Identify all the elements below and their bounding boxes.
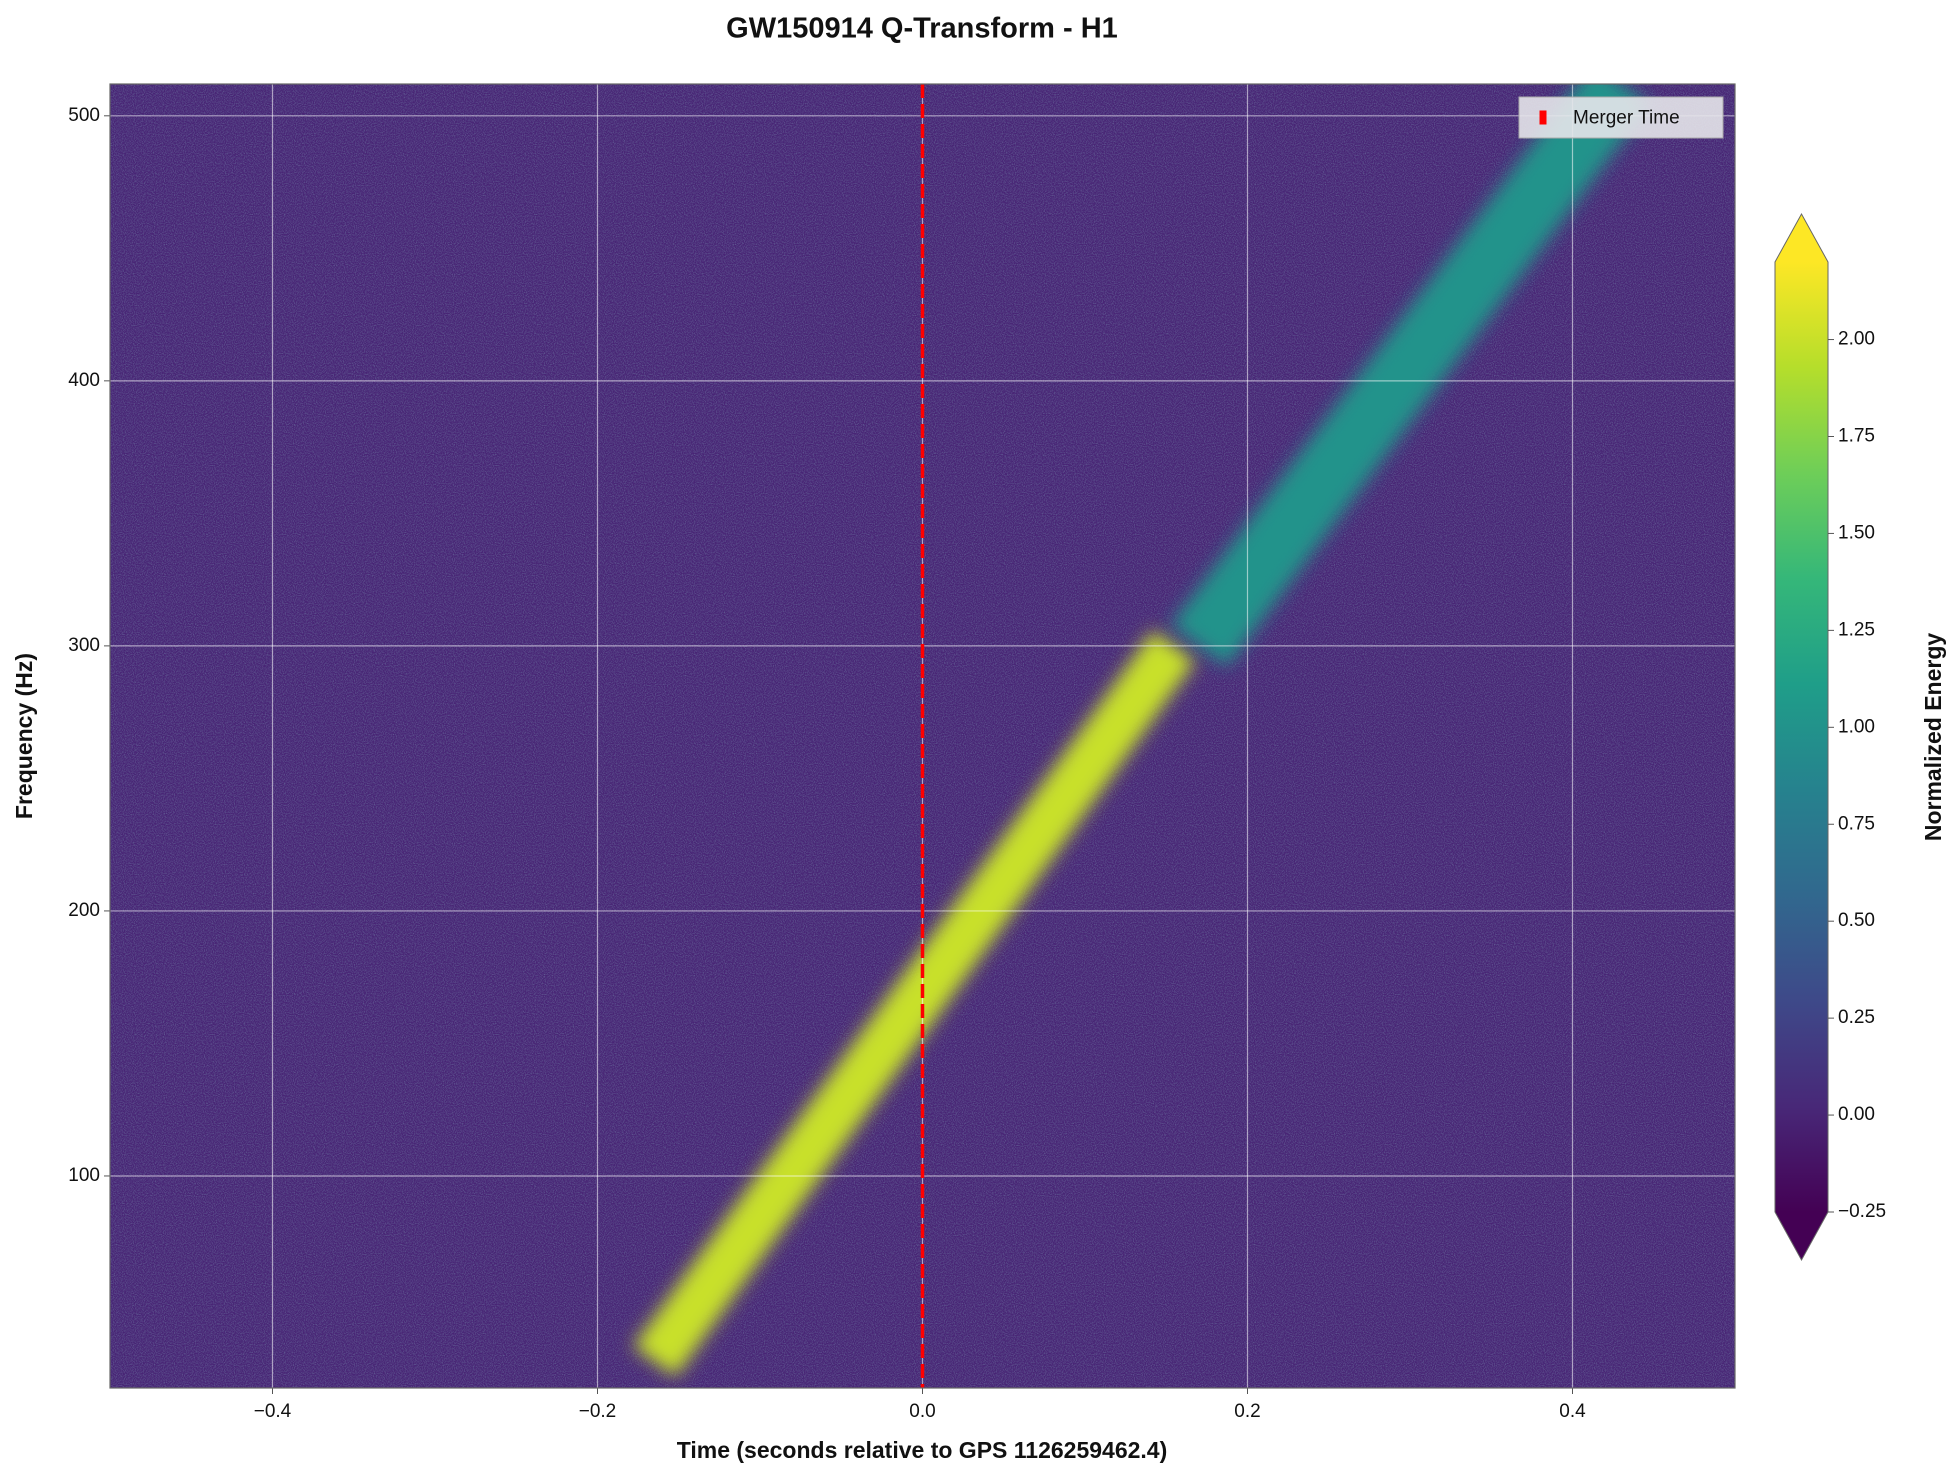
x-tick-label: −0.4 [254, 1401, 292, 1422]
colorbar-tick-label: 1.75 [1838, 426, 1875, 447]
chirp-track [1170, 84, 1650, 667]
x-tick-label: 0.4 [1559, 1401, 1586, 1422]
colorbar-tick-label: −0.25 [1838, 1201, 1886, 1222]
colorbar-tick-label: 1.25 [1838, 619, 1875, 640]
colorbar-tick-label: 2.00 [1838, 329, 1875, 350]
y-tick-label: 100 [68, 1165, 100, 1186]
x-tick-label: 0.0 [909, 1401, 935, 1422]
legend-label: Merger Time [1573, 108, 1680, 129]
colorbar-tick-label: 1.50 [1838, 522, 1875, 543]
colorbar-label: Normalized Energy [1920, 633, 1946, 842]
colorbar-extend-top [1775, 214, 1828, 262]
plot-area [110, 84, 1735, 1388]
y-tick-label: 300 [68, 635, 100, 656]
y-axis-label: Frequency (Hz) [11, 653, 37, 819]
x-axis-label: Time (seconds relative to GPS 1126259462… [677, 1437, 1168, 1463]
y-tick-label: 500 [68, 105, 100, 126]
chirp-band [1170, 84, 1650, 667]
chirp-band [633, 630, 1196, 1377]
legend-box [1518, 96, 1724, 139]
colorbar-tick-label: 0.00 [1838, 1104, 1875, 1125]
overlay: −0.4 −0.2 0.0 0.2 0.4 100 200 300 400 500 Merger T… [68, 83, 1886, 1422]
chirp-track [633, 630, 1196, 1377]
plot-frame [109, 83, 1736, 1389]
y-tick-label: 200 [68, 900, 100, 921]
y-tick-label: 400 [68, 370, 100, 391]
colorbar-tick-label: 1.00 [1838, 716, 1875, 737]
x-tick-label: 0.2 [1234, 1401, 1260, 1422]
colorbar-extend-bottom [1775, 1212, 1828, 1260]
colorbar-tick-label: 0.75 [1838, 813, 1875, 834]
colorbar [1775, 262, 1828, 1212]
chart-title: GW150914 Q-Transform - H1 [726, 13, 1118, 45]
colorbar-tick-label: 0.50 [1838, 910, 1875, 931]
x-tick-label: −0.2 [579, 1401, 617, 1422]
colorbar-tick-label: 0.25 [1838, 1007, 1875, 1028]
